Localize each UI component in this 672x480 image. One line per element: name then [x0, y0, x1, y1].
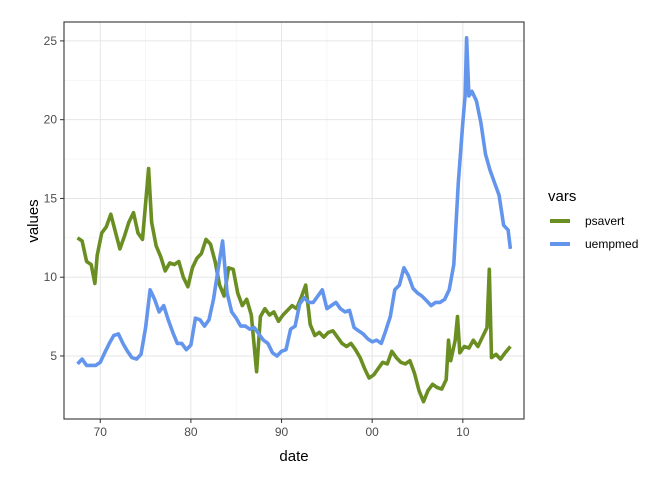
- y-axis: 5 10 15 20 25: [44, 34, 64, 363]
- y-tick-label: 20: [44, 113, 58, 127]
- x-tick-label: 90: [275, 425, 289, 439]
- y-tick-label: 15: [44, 191, 58, 205]
- x-tick-label: 70: [94, 425, 108, 439]
- legend: vars psavert uempmed: [548, 188, 638, 251]
- series-line-uempmed: [76, 35, 513, 368]
- y-tick-label: 25: [44, 34, 58, 48]
- x-tick-label: 80: [184, 425, 198, 439]
- x-tick-label: 00: [365, 425, 379, 439]
- x-axis-title: date: [279, 448, 308, 465]
- series-layer: [76, 35, 513, 404]
- legend-title: vars: [548, 188, 576, 205]
- y-tick-label: 5: [50, 349, 57, 363]
- y-axis-title: values: [25, 199, 42, 242]
- y-tick-label: 10: [44, 270, 58, 284]
- legend-label-uempmed: uempmed: [585, 237, 638, 251]
- legend-label-psavert: psavert: [585, 214, 625, 228]
- x-tick-label: 10: [456, 425, 470, 439]
- plot-panel-border: [63, 21, 525, 420]
- minor-gridlines: [64, 22, 524, 419]
- x-axis: 70 80 90 00 10: [94, 419, 470, 439]
